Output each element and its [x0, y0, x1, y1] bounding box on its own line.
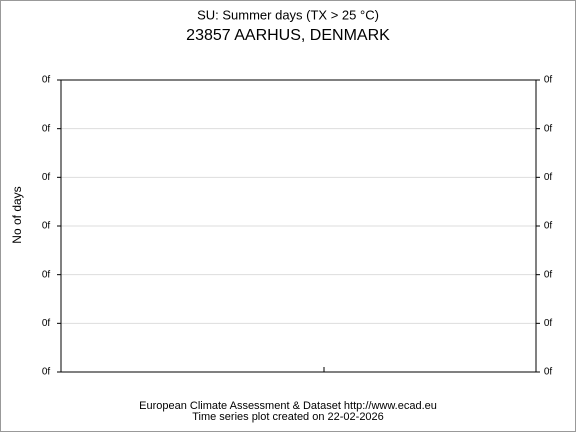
y2-tick-label: 0f — [544, 318, 553, 329]
y-tick-label: 0f — [42, 172, 51, 183]
chart-title: SU: Summer days (TX > 25 °C) — [197, 7, 379, 22]
chart-subtitle: 23857 AARHUS, DENMARK — [186, 27, 390, 44]
y-tick-label: 0f — [42, 367, 51, 378]
y2-tick-label: 0f — [544, 123, 553, 134]
y-tick-label: 0f — [42, 123, 51, 134]
y2-tick-label: 0f — [544, 269, 553, 280]
y2-tick-label: 0f — [544, 75, 553, 86]
y2-tick-label: 0f — [544, 367, 553, 378]
footer: European Climate Assessment & Dataset ht… — [139, 400, 437, 412]
y-tick-label: 0f — [42, 269, 51, 280]
y-tick-label: 0f — [42, 75, 51, 86]
y-axis-label: No of days — [10, 186, 24, 243]
y2-tick-label: 0f — [544, 221, 553, 232]
y2-tick-label: 0f — [544, 172, 553, 183]
footer: Time series plot created on 22-02-2026 — [192, 411, 384, 423]
y-tick-label: 0f — [42, 318, 51, 329]
y-tick-label: 0f — [42, 221, 51, 232]
